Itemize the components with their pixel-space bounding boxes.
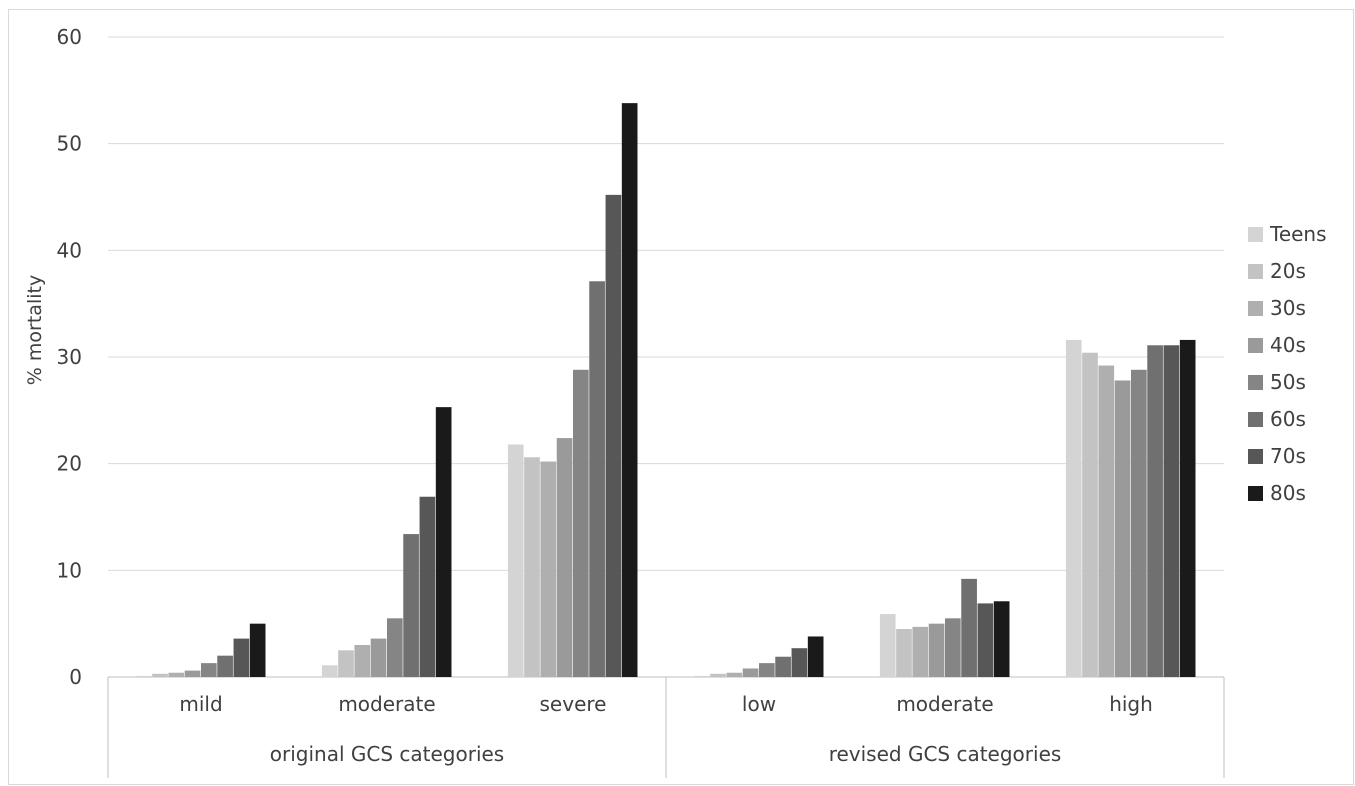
bar-60s-3 [775, 656, 791, 677]
category-label: mild [179, 692, 222, 716]
bar-20s-0 [152, 673, 168, 677]
legend: Teens 20s 30s 40s 50s 60s 70s 80s [1248, 222, 1327, 505]
legend-label-40s: 40s [1270, 333, 1306, 357]
y-tick-label: 20 [57, 452, 82, 476]
legend-swatch-60s [1248, 412, 1263, 427]
bar-40s-4 [928, 623, 945, 677]
bar-50s-1 [387, 618, 403, 677]
legend-swatch-80s [1248, 486, 1263, 501]
y-axis-label: % mortality [24, 275, 46, 385]
y-tick-label: 50 [57, 132, 82, 156]
group-label: revised GCS categories [829, 742, 1062, 766]
bar-teens-5 [1065, 339, 1082, 677]
bar-80s-0 [249, 623, 266, 677]
bar-50s-2 [573, 369, 589, 677]
category-label: high [1109, 692, 1153, 716]
legend-label-70s: 70s [1270, 444, 1306, 468]
bar-30s-0 [168, 672, 185, 677]
x-axis: mild moderate severe low moderate high origina… [107, 677, 1225, 778]
bar-80s-4 [993, 601, 1010, 677]
bar-70s-5 [1163, 345, 1180, 677]
legend-label-20s: 20s [1270, 259, 1306, 283]
legend-label-60s: 60s [1270, 407, 1306, 431]
bar-40s-3 [742, 668, 759, 677]
legend-label-30s: 30s [1270, 296, 1306, 320]
bar-20s-5 [1082, 352, 1098, 677]
bar-20s-1 [338, 650, 354, 677]
group-label: original GCS categories [270, 742, 504, 766]
legend-swatch-30s [1248, 301, 1263, 316]
legend-swatch-40s [1248, 338, 1263, 353]
bar-20s-3 [710, 673, 726, 677]
bar-70s-0 [233, 638, 250, 677]
bar-70s-4 [977, 603, 994, 677]
bar-60s-4 [961, 578, 977, 677]
bar-80s-3 [807, 636, 824, 677]
bar-70s-2 [605, 194, 622, 677]
category-label: severe [540, 692, 607, 716]
y-tick-label: 40 [57, 238, 82, 262]
bar-50s-5 [1131, 369, 1147, 677]
bar-80s-5 [1179, 339, 1196, 677]
bar-teens-3 [693, 675, 710, 677]
bar-40s-0 [184, 670, 201, 677]
y-tick-label: 60 [57, 25, 82, 49]
category-label: moderate [338, 692, 435, 716]
bar-60s-0 [217, 655, 233, 677]
legend-swatch-70s [1248, 449, 1263, 464]
bar-60s-1 [403, 534, 419, 677]
category-label: moderate [896, 692, 993, 716]
bar-30s-2 [540, 461, 557, 677]
bar-teens-2 [507, 444, 524, 677]
legend-label-teens: Teens [1269, 222, 1327, 246]
y-axis-ticks: 0 10 20 30 40 50 60 [57, 25, 82, 689]
bar-80s-1 [435, 407, 452, 677]
bar-50s-0 [201, 663, 217, 677]
bar-50s-4 [945, 618, 961, 677]
y-tick-label: 10 [57, 558, 82, 582]
gridlines [108, 36, 1224, 678]
bar-30s-3 [726, 672, 743, 677]
bar-40s-2 [556, 438, 573, 677]
y-tick-label: 30 [57, 345, 82, 369]
bar-70s-3 [791, 648, 808, 677]
bar-80s-2 [621, 103, 638, 677]
legend-swatch-20s [1248, 264, 1263, 279]
legend-label-80s: 80s [1270, 481, 1306, 505]
bar-30s-5 [1098, 365, 1115, 677]
bar-teens-0 [135, 675, 152, 677]
bar-40s-1 [370, 638, 387, 677]
bar-20s-4 [896, 629, 912, 677]
bar-30s-4 [912, 626, 929, 677]
bar-teens-4 [879, 614, 896, 677]
bar-teens-1 [321, 665, 338, 677]
legend-swatch-teens [1248, 227, 1263, 242]
y-tick-label: 0 [69, 665, 82, 689]
category-label: low [742, 692, 776, 716]
bar-40s-5 [1114, 380, 1131, 677]
legend-swatch-50s [1248, 375, 1263, 390]
bar-60s-2 [589, 281, 605, 677]
bars [135, 103, 1196, 677]
bar-20s-2 [524, 457, 540, 677]
legend-label-50s: 50s [1270, 370, 1306, 394]
chart-frame [8, 9, 1354, 785]
bar-30s-1 [354, 645, 371, 677]
bar-70s-1 [419, 496, 436, 677]
bar-60s-5 [1147, 345, 1163, 677]
bar-50s-3 [759, 663, 775, 677]
